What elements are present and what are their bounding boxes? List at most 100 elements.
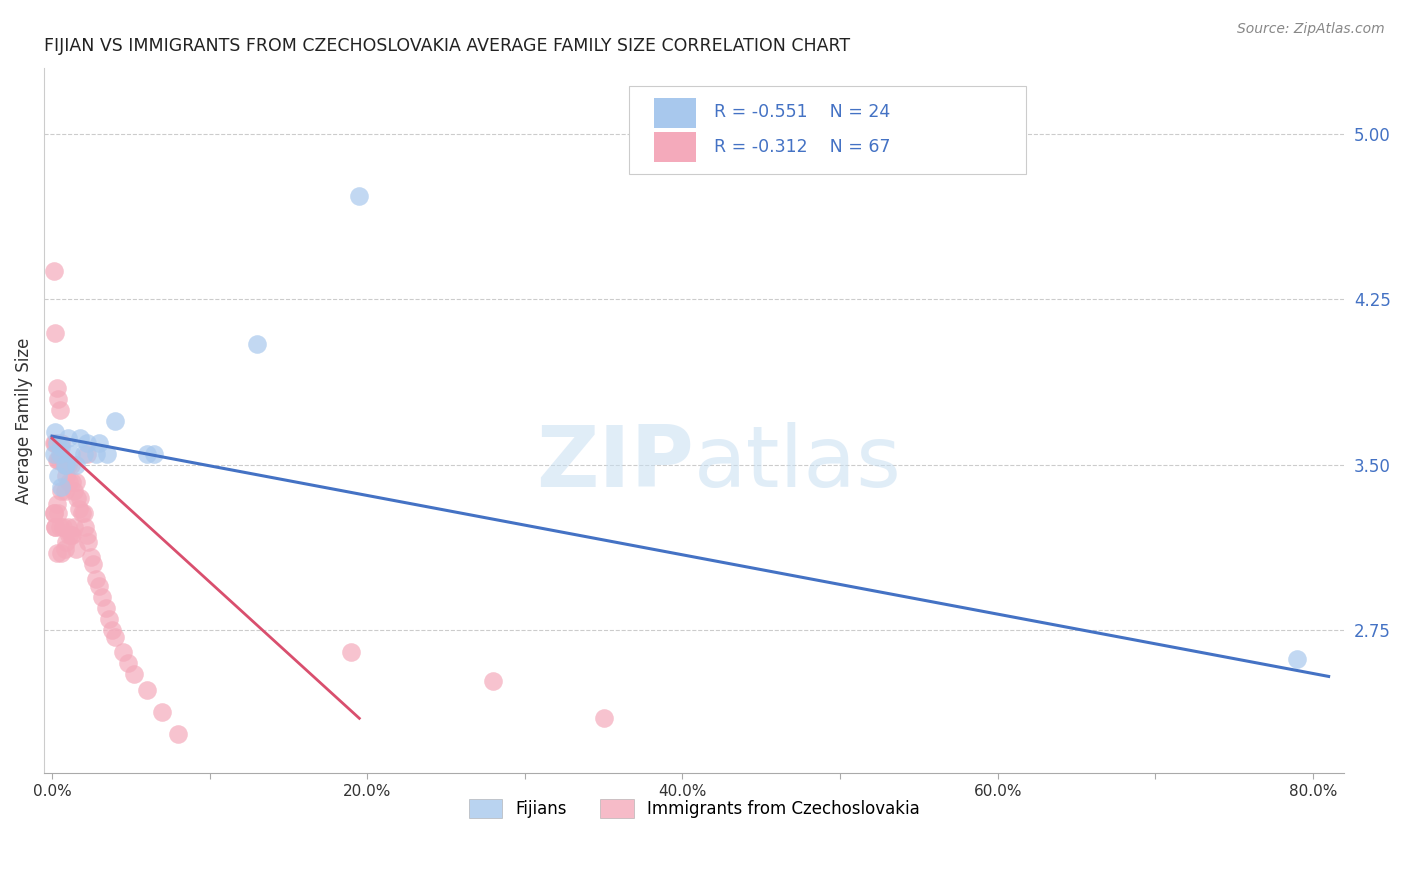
Point <box>46 392 69 406</box>
Point <box>63 519 86 533</box>
Text: R = -0.551    N = 24: R = -0.551 N = 24 <box>714 103 890 121</box>
Point <box>59 447 82 461</box>
Bar <box>654 132 696 161</box>
Text: R = -0.312    N = 67: R = -0.312 N = 67 <box>714 138 890 156</box>
FancyBboxPatch shape <box>630 86 1026 174</box>
Point <box>66 491 89 505</box>
Point <box>42 447 65 461</box>
Point <box>76 447 98 461</box>
Point <box>49 447 72 461</box>
Point <box>77 535 100 549</box>
Point <box>42 506 65 520</box>
Text: Source: ZipAtlas.com: Source: ZipAtlas.com <box>1237 22 1385 37</box>
Point <box>122 667 145 681</box>
Point <box>63 484 86 499</box>
Point <box>482 673 505 688</box>
Point <box>53 541 76 556</box>
Point <box>44 435 66 450</box>
Point <box>349 189 371 203</box>
Point <box>51 435 73 450</box>
Point <box>58 528 80 542</box>
Point <box>42 506 65 520</box>
Point <box>67 501 90 516</box>
Point <box>55 468 77 483</box>
Point <box>1286 652 1309 666</box>
Point <box>56 458 79 472</box>
Point <box>55 458 77 472</box>
Point <box>167 727 190 741</box>
Point <box>46 468 69 483</box>
Point <box>53 458 76 472</box>
Point <box>44 519 66 533</box>
Point <box>150 705 173 719</box>
Point <box>44 425 66 439</box>
Point <box>45 381 67 395</box>
Point <box>44 519 66 533</box>
Point <box>42 264 65 278</box>
Point <box>94 601 117 615</box>
Point <box>75 519 97 533</box>
Point <box>89 435 111 450</box>
Point <box>84 573 107 587</box>
Point <box>143 447 166 461</box>
Point <box>65 475 87 490</box>
Point <box>111 645 134 659</box>
Point <box>46 506 69 520</box>
Point <box>51 546 73 560</box>
Point <box>65 541 87 556</box>
Point <box>42 435 65 450</box>
Point <box>69 431 91 445</box>
Point <box>104 630 127 644</box>
Point <box>340 645 363 659</box>
Point <box>51 480 73 494</box>
Point <box>104 414 127 428</box>
Point <box>46 453 69 467</box>
Point <box>45 498 67 512</box>
Point <box>101 623 124 637</box>
Point <box>89 579 111 593</box>
Point <box>117 657 139 671</box>
Point <box>51 440 73 454</box>
Point <box>49 519 72 533</box>
Y-axis label: Average Family Size: Average Family Size <box>15 337 32 504</box>
Legend: Fijians, Immigrants from Czechoslovakia: Fijians, Immigrants from Czechoslovakia <box>463 792 927 825</box>
Point <box>56 519 79 533</box>
Point <box>62 475 84 490</box>
Point <box>70 506 93 520</box>
Point <box>44 326 66 340</box>
Point <box>76 435 98 450</box>
Text: FIJIAN VS IMMIGRANTS FROM CZECHOSLOVAKIA AVERAGE FAMILY SIZE CORRELATION CHART: FIJIAN VS IMMIGRANTS FROM CZECHOSLOVAKIA… <box>44 37 851 55</box>
Point <box>97 612 120 626</box>
Point <box>52 453 75 467</box>
Point <box>135 682 157 697</box>
Point <box>80 550 103 565</box>
Point <box>135 447 157 461</box>
Point <box>58 475 80 490</box>
Point <box>76 528 98 542</box>
Point <box>52 519 75 533</box>
Point <box>59 458 82 472</box>
Point <box>45 546 67 560</box>
Point <box>82 557 104 571</box>
Point <box>65 458 87 472</box>
Point <box>56 431 79 445</box>
Point <box>592 711 614 725</box>
Point <box>45 435 67 450</box>
Bar <box>654 98 696 128</box>
Point <box>51 484 73 499</box>
Point <box>49 402 72 417</box>
Point <box>72 447 94 461</box>
Point <box>246 336 269 351</box>
Point <box>69 491 91 505</box>
Point <box>59 528 82 542</box>
Point <box>49 453 72 467</box>
Point <box>53 458 76 472</box>
Point <box>55 535 77 549</box>
Point <box>62 528 84 542</box>
Text: atlas: atlas <box>695 422 903 505</box>
Point <box>45 453 67 467</box>
Point <box>72 506 94 520</box>
Point <box>84 447 107 461</box>
Point <box>91 590 114 604</box>
Text: ZIP: ZIP <box>537 422 695 505</box>
